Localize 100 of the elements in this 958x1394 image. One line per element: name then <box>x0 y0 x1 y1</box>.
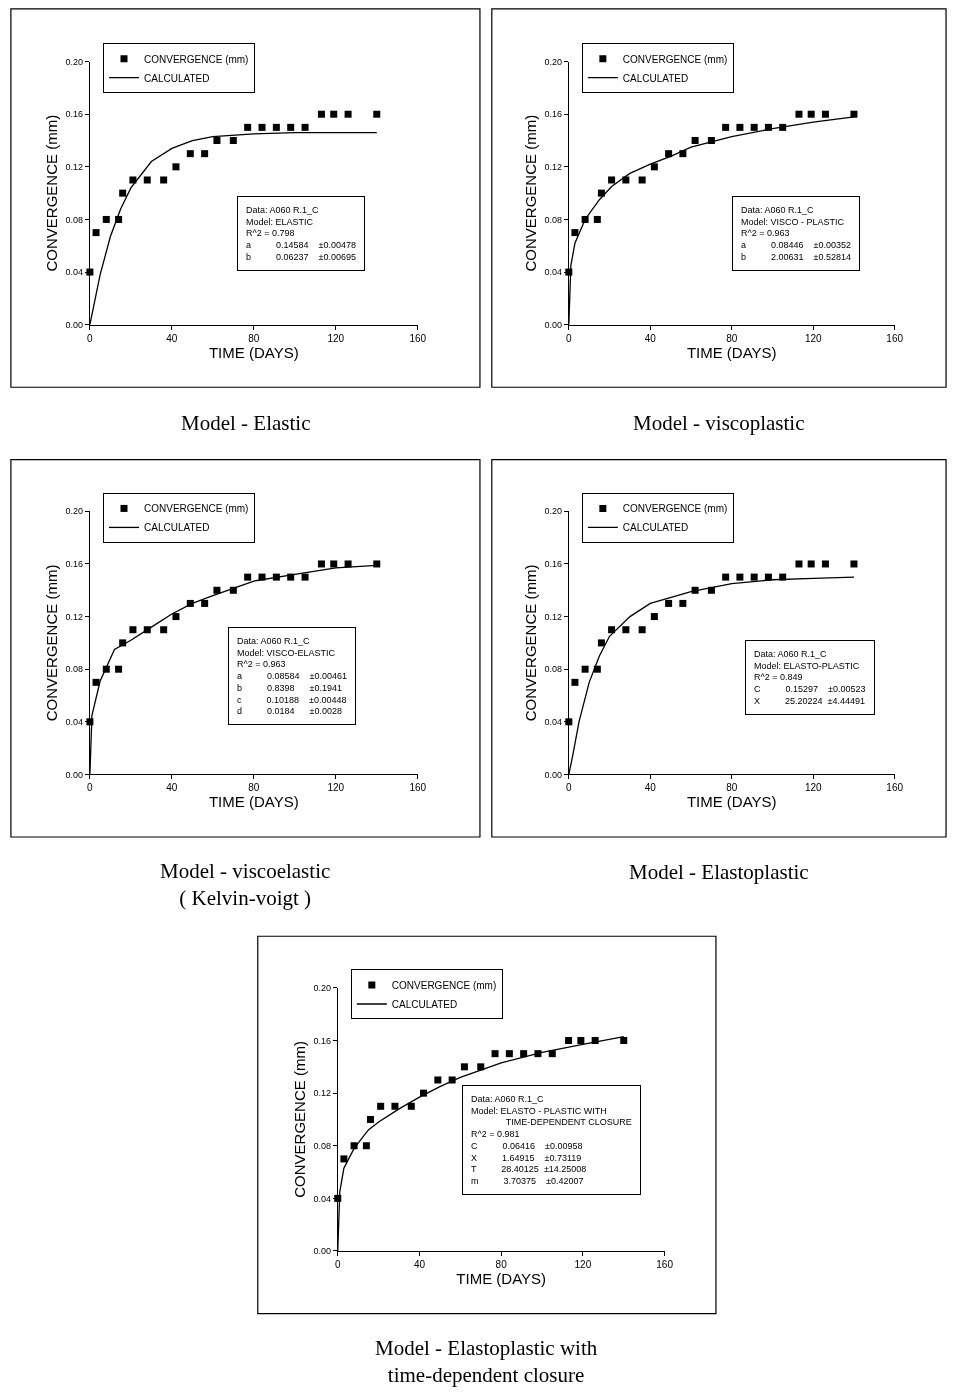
text: Model - Elastic <box>181 411 311 435</box>
point <box>807 560 815 568</box>
point <box>565 1037 573 1045</box>
x-tick-label: 160 <box>409 782 427 794</box>
point <box>301 573 309 581</box>
y-tick-label: 0.16 <box>65 109 84 120</box>
point <box>850 560 858 568</box>
point <box>213 586 221 594</box>
x-axis-title: TIME (DAYS) <box>456 1270 547 1287</box>
point <box>119 189 127 197</box>
point <box>577 1037 585 1045</box>
point <box>807 110 815 118</box>
y-tick-label: 0.00 <box>313 1246 331 1257</box>
legend-label: CALCULATED <box>622 72 689 84</box>
x-tick-label: 160 <box>886 782 904 794</box>
annotation: Data: A060 R.1_C Model: ELASTO-PLASTIC R^2 = 0.849 C 0.15297 ±0.00523 X 25.20224 ±4.44491 <box>754 649 866 706</box>
text: Model - Elastoplastic with time-dependent closure <box>375 1336 598 1388</box>
y-tick-label: 0.12 <box>313 1088 331 1099</box>
legend-label: CALCULATED <box>391 998 458 1010</box>
point <box>129 176 137 184</box>
x-tick-label: 80 <box>248 782 260 794</box>
x-axis-title: TIME (DAYS) <box>686 343 777 361</box>
y-tick-label: 0.16 <box>313 1035 331 1046</box>
point <box>622 626 630 634</box>
point <box>344 560 352 568</box>
x-axis-title: TIME (DAYS) <box>686 793 777 811</box>
point <box>201 599 209 607</box>
point <box>795 110 803 118</box>
x-tick-label: 160 <box>409 332 427 344</box>
point <box>750 573 758 581</box>
point <box>160 176 168 184</box>
point <box>679 599 687 607</box>
x-tick-label: 0 <box>566 332 573 344</box>
x-tick-label: 80 <box>726 782 738 794</box>
x-tick-label: 120 <box>804 782 822 794</box>
annotation: Data: A060 R.1_C Model: VISCO - PLASTIC R^2 = 0.963 a 0.08446 ±0.00352 b 2.00631 ±0.52814 <box>741 205 852 262</box>
y-tick-label: 0.08 <box>544 664 563 675</box>
x-tick-label: 40 <box>413 1259 426 1270</box>
point <box>691 137 699 145</box>
y-tick-label: 0.00 <box>544 769 563 780</box>
point <box>571 229 579 237</box>
point <box>608 626 616 634</box>
y-tick-label: 0.20 <box>544 506 563 517</box>
y-tick-label: 0.08 <box>65 214 84 225</box>
x-tick-label: 120 <box>574 1259 592 1270</box>
point <box>638 626 646 634</box>
point <box>722 123 730 131</box>
x-tick-label: 80 <box>495 1259 508 1270</box>
point <box>115 665 123 673</box>
legend-label: CALCULATED <box>144 522 210 534</box>
point <box>287 123 295 131</box>
point <box>362 1142 370 1150</box>
point <box>407 1102 415 1110</box>
y-tick-label: 0.16 <box>544 559 563 570</box>
point <box>330 110 338 118</box>
y-tick-label: 0.16 <box>544 109 563 120</box>
y-axis-title: CONVERGENCE (mm) <box>521 564 539 722</box>
point <box>650 613 658 621</box>
point <box>377 1102 385 1110</box>
y-tick-label: 0.08 <box>313 1140 331 1151</box>
point <box>821 560 829 568</box>
x-tick-label: 40 <box>166 782 178 794</box>
x-tick-label: 0 <box>334 1259 341 1270</box>
x-tick-label: 40 <box>166 332 178 344</box>
point <box>597 639 605 647</box>
y-axis-title: CONVERGENCE (mm) <box>42 114 60 272</box>
point <box>373 110 381 118</box>
y-tick-label: 0.20 <box>544 56 563 67</box>
point <box>229 137 237 145</box>
text: Model - Elastoplastic <box>629 860 809 884</box>
y-axis-title: CONVERGENCE (mm) <box>42 564 60 722</box>
point <box>460 1063 468 1071</box>
y-tick-label: 0.04 <box>544 716 563 727</box>
y-tick-label: 0.12 <box>65 611 84 622</box>
y-tick-label: 0.12 <box>65 161 84 172</box>
text: Model - viscoplastic <box>633 411 805 435</box>
point <box>795 560 803 568</box>
point <box>330 560 338 568</box>
x-tick-label: 120 <box>327 782 345 794</box>
x-tick-label: 40 <box>644 332 657 344</box>
point <box>160 626 168 634</box>
point <box>366 1115 374 1123</box>
point <box>391 1102 399 1110</box>
point <box>581 665 589 673</box>
x-tick-label: 80 <box>248 332 260 344</box>
point <box>722 573 730 581</box>
point <box>477 1063 485 1071</box>
text: Model - viscoelastic ( Kelvin-voigt ) <box>160 859 331 911</box>
y-tick-label: 0.16 <box>65 559 84 570</box>
y-tick-label: 0.00 <box>65 319 84 330</box>
legend-label: CONVERGENCE (mm) <box>144 503 249 515</box>
point <box>593 215 601 223</box>
y-tick-label: 0.12 <box>544 611 563 622</box>
x-tick-label: 120 <box>804 332 822 344</box>
y-tick-label: 0.04 <box>65 716 84 727</box>
point <box>373 560 381 568</box>
x-tick-label: 0 <box>87 782 94 794</box>
legend-label: CONVERGENCE (mm) <box>622 53 728 65</box>
point <box>665 599 673 607</box>
point <box>571 678 579 686</box>
